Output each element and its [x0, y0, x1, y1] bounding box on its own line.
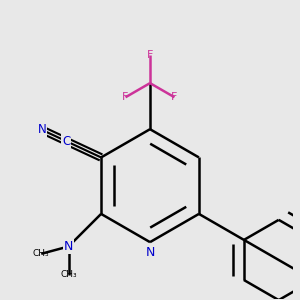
Text: CH₃: CH₃ [60, 270, 77, 279]
Text: N: N [64, 240, 73, 253]
Text: C: C [62, 135, 70, 148]
Text: F: F [147, 50, 153, 60]
Text: N: N [38, 123, 46, 136]
Text: CH₃: CH₃ [33, 249, 50, 258]
Text: F: F [171, 92, 178, 102]
Text: N: N [145, 246, 155, 259]
Text: F: F [122, 92, 129, 102]
